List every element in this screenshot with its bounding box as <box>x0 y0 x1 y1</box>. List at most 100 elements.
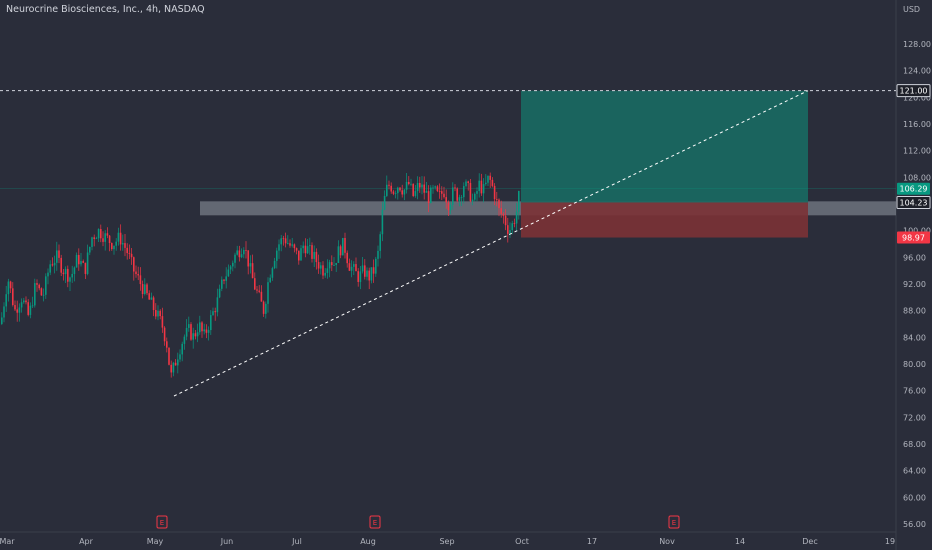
y-tick-label: 92.00 <box>903 280 926 289</box>
candle-body <box>300 248 302 261</box>
candle-body <box>163 327 166 342</box>
candle-body <box>23 300 25 303</box>
candle-body <box>375 258 377 274</box>
candle-body <box>210 315 212 331</box>
candle-body <box>168 347 170 365</box>
candle-body <box>93 237 95 240</box>
y-tick-label: 112.00 <box>903 147 931 156</box>
candle-body <box>335 262 337 265</box>
earnings-marker <box>156 515 168 529</box>
candle-body <box>328 262 331 269</box>
candle-body <box>27 302 29 315</box>
price-tag <box>897 231 930 244</box>
candle-body <box>441 191 443 194</box>
candle-body <box>513 223 516 225</box>
candle-body <box>293 244 296 249</box>
candle-body <box>326 268 329 273</box>
candle-body <box>89 246 91 253</box>
candle-body <box>489 175 491 180</box>
candle-body <box>306 246 309 254</box>
candle-body <box>212 311 214 316</box>
stop-zone <box>521 202 808 238</box>
candle-body <box>295 248 298 251</box>
candle-body <box>177 359 179 366</box>
candle-body <box>256 289 258 291</box>
candle-body <box>309 245 311 247</box>
candle-body <box>434 186 436 188</box>
candle-body <box>86 252 89 274</box>
candle-body <box>304 245 307 254</box>
x-tick-label: Oct <box>515 537 529 546</box>
x-tick-label: 19 <box>885 537 895 546</box>
candle-body <box>348 263 351 271</box>
candle-body <box>12 288 14 306</box>
candle-body <box>247 250 249 267</box>
candle-body <box>430 187 432 203</box>
candle-body <box>443 193 445 198</box>
candle-body <box>342 238 344 256</box>
candle-body <box>91 237 93 247</box>
candle-body <box>463 186 465 198</box>
y-tick-label: 96.00 <box>903 253 926 262</box>
candle-body <box>518 191 520 212</box>
candle-body <box>474 193 476 200</box>
candle-body <box>282 238 285 240</box>
candle-body <box>436 186 439 192</box>
candle-body <box>482 184 485 194</box>
price-tag <box>896 84 931 98</box>
candle-body <box>218 288 221 298</box>
currency-label: USD <box>903 5 920 14</box>
candle-body <box>271 268 274 278</box>
candle-body <box>159 310 161 317</box>
candle-body <box>155 310 157 317</box>
candle-body <box>36 283 38 285</box>
x-tick-label: Jul <box>291 537 302 546</box>
candle-body <box>42 294 45 296</box>
candle-body <box>205 329 208 333</box>
candle-body <box>370 267 373 281</box>
candle-body <box>141 284 144 295</box>
price-tag-label: 106.29 <box>900 185 928 194</box>
candle-body <box>390 185 392 192</box>
candle-body <box>243 250 245 255</box>
candle-body <box>502 213 505 216</box>
candle-body <box>58 250 60 258</box>
candle-body <box>284 238 287 244</box>
candle-body <box>289 243 291 246</box>
candle-body <box>388 184 390 186</box>
candle-body <box>245 250 247 251</box>
candle-body <box>174 362 177 366</box>
candle-body <box>368 270 370 281</box>
candle-body <box>509 230 511 234</box>
candle-body <box>350 266 353 271</box>
candle-body <box>469 182 472 202</box>
earnings-marker-label: E <box>373 519 377 527</box>
candle-body <box>465 181 467 187</box>
candle-body <box>201 322 203 332</box>
y-tick-label: 68.00 <box>903 440 926 449</box>
candle-body <box>460 197 463 198</box>
candle-body <box>311 245 313 259</box>
candle-body <box>353 264 355 267</box>
candle-body <box>324 272 326 276</box>
candle-body <box>172 362 175 373</box>
candle-body <box>320 265 322 269</box>
candle-body <box>445 197 447 203</box>
candle-body <box>397 187 399 194</box>
target-zone <box>521 90 808 203</box>
candle-body <box>67 268 69 282</box>
candle-body <box>133 257 135 272</box>
candle-body <box>78 254 80 265</box>
candle-body <box>298 250 300 261</box>
candle-body <box>80 261 82 265</box>
candle-body <box>84 262 87 274</box>
candle-body <box>75 254 78 268</box>
candle-body <box>150 297 153 300</box>
candle-body <box>192 333 194 340</box>
candle-body <box>357 271 359 282</box>
candle-body <box>227 269 230 277</box>
candle-body <box>53 262 56 266</box>
candle-body <box>427 191 430 203</box>
y-tick-label: 116.00 <box>903 120 931 129</box>
